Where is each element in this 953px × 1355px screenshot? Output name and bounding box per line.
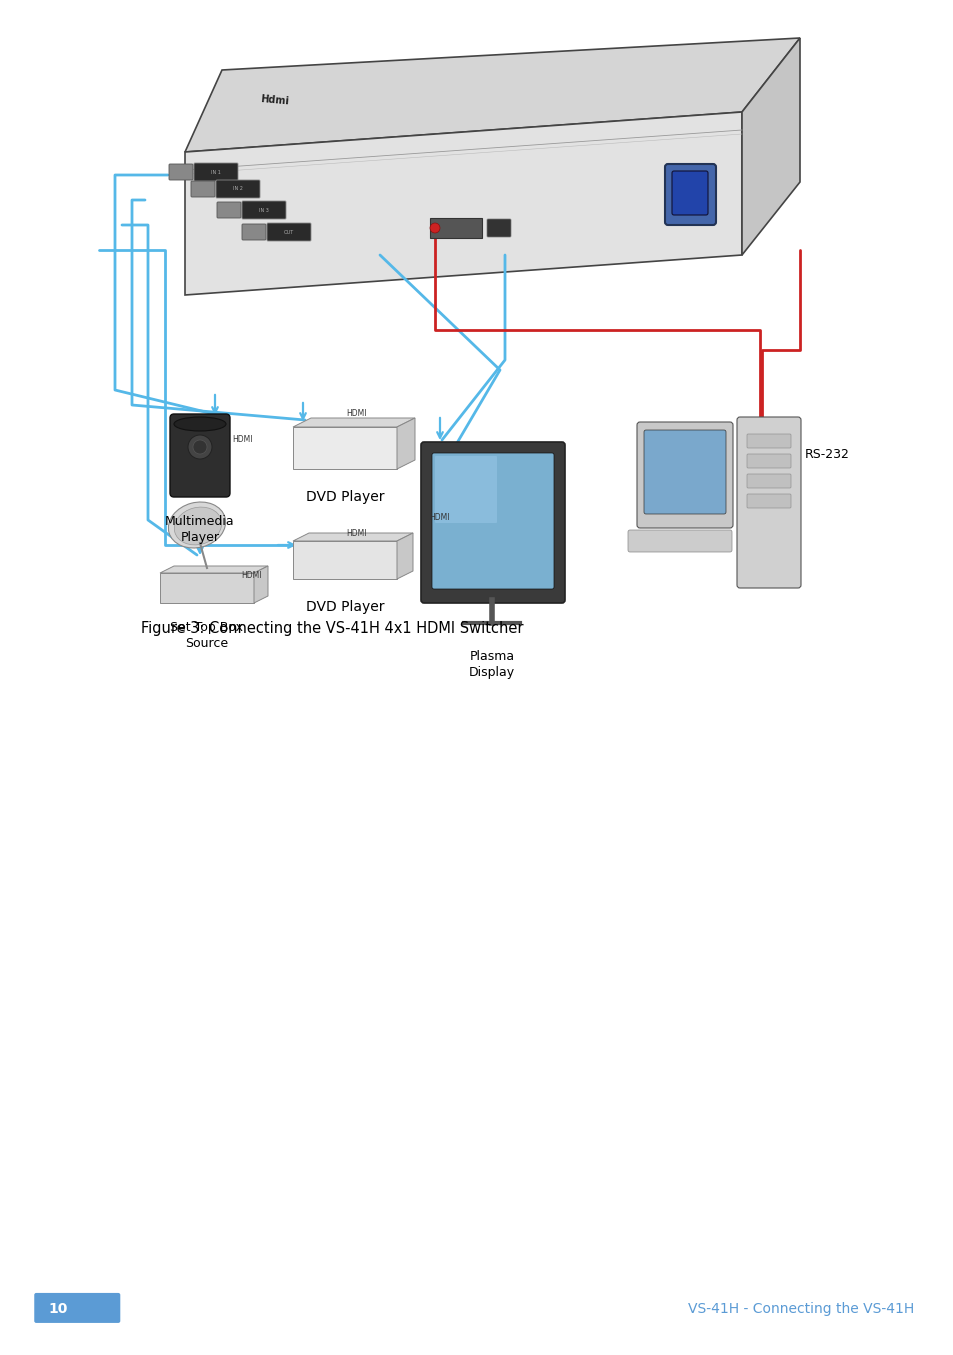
FancyBboxPatch shape — [432, 453, 554, 589]
Text: HDMI: HDMI — [429, 512, 450, 522]
Text: IN 2: IN 2 — [233, 187, 243, 191]
Text: DVD Player: DVD Player — [305, 600, 384, 614]
FancyBboxPatch shape — [746, 495, 790, 508]
FancyBboxPatch shape — [627, 530, 731, 551]
Text: VS-41H - Connecting the VS-41H: VS-41H - Connecting the VS-41H — [687, 1302, 913, 1316]
Polygon shape — [160, 573, 253, 603]
Circle shape — [188, 435, 212, 459]
Polygon shape — [430, 218, 481, 238]
Text: IN 1: IN 1 — [211, 169, 221, 175]
Text: OUT: OUT — [284, 229, 294, 234]
Polygon shape — [160, 566, 268, 573]
FancyBboxPatch shape — [267, 224, 311, 241]
FancyBboxPatch shape — [746, 454, 790, 467]
Text: HDMI: HDMI — [346, 408, 367, 417]
FancyBboxPatch shape — [435, 457, 497, 523]
Text: Set Top Box
Source: Set Top Box Source — [171, 621, 243, 650]
Polygon shape — [396, 533, 413, 579]
FancyBboxPatch shape — [242, 201, 286, 220]
FancyBboxPatch shape — [746, 474, 790, 488]
FancyBboxPatch shape — [215, 180, 260, 198]
Polygon shape — [293, 541, 396, 579]
FancyBboxPatch shape — [643, 430, 725, 514]
FancyBboxPatch shape — [746, 434, 790, 449]
FancyBboxPatch shape — [216, 202, 241, 218]
FancyBboxPatch shape — [242, 224, 266, 240]
Text: Plasma
Display: Plasma Display — [469, 650, 515, 679]
Polygon shape — [293, 417, 415, 427]
Text: DVD Player: DVD Player — [305, 491, 384, 504]
FancyBboxPatch shape — [420, 442, 564, 603]
Text: RS-232: RS-232 — [804, 449, 849, 462]
FancyBboxPatch shape — [486, 220, 511, 237]
Circle shape — [430, 224, 439, 233]
FancyBboxPatch shape — [193, 163, 237, 182]
Polygon shape — [185, 38, 800, 152]
FancyBboxPatch shape — [34, 1293, 120, 1322]
Text: Hdmi: Hdmi — [260, 93, 289, 106]
FancyBboxPatch shape — [170, 415, 230, 497]
Text: HDMI: HDMI — [232, 435, 253, 444]
FancyBboxPatch shape — [169, 164, 193, 180]
Text: 10: 10 — [49, 1302, 68, 1316]
Polygon shape — [293, 427, 396, 469]
FancyBboxPatch shape — [671, 171, 707, 215]
Polygon shape — [741, 38, 800, 255]
FancyBboxPatch shape — [637, 421, 732, 528]
Polygon shape — [396, 417, 415, 469]
Text: Figure 3: Connecting the VS-41H 4x1 HDMI Switcher: Figure 3: Connecting the VS-41H 4x1 HDMI… — [141, 621, 523, 637]
Ellipse shape — [173, 417, 226, 431]
Polygon shape — [293, 533, 413, 541]
Ellipse shape — [169, 501, 225, 547]
Text: HDMI: HDMI — [346, 528, 367, 538]
Polygon shape — [185, 112, 741, 295]
FancyBboxPatch shape — [191, 182, 214, 196]
FancyBboxPatch shape — [737, 417, 801, 588]
FancyBboxPatch shape — [664, 164, 716, 225]
Text: Multimedia
Player: Multimedia Player — [165, 515, 234, 543]
Text: HDMI: HDMI — [241, 570, 262, 580]
Text: IN 3: IN 3 — [259, 207, 269, 213]
Circle shape — [193, 440, 207, 454]
Ellipse shape — [174, 507, 221, 545]
Polygon shape — [253, 566, 268, 603]
